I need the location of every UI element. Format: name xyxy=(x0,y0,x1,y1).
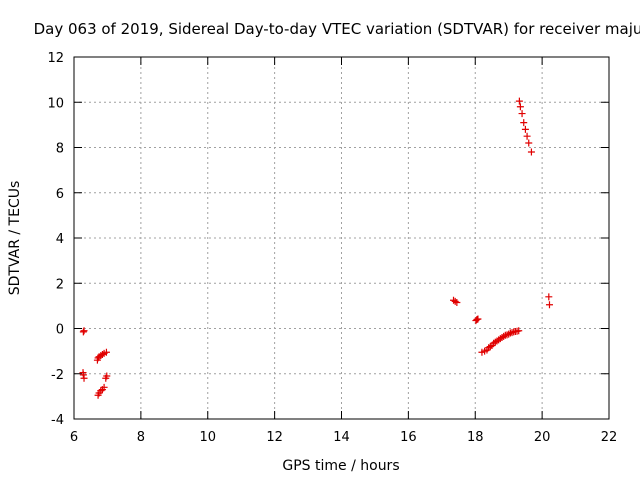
y-tick-label: -4 xyxy=(51,413,64,428)
data-point xyxy=(100,383,108,391)
data-point xyxy=(545,293,553,301)
y-tick-label: -2 xyxy=(51,368,64,383)
data-point xyxy=(520,119,528,127)
data-point xyxy=(103,372,111,380)
y-axis-tick-labels: -4 -2 0 2 4 6 8 10 12 xyxy=(47,51,64,428)
x-tick-label: 6 xyxy=(70,430,78,445)
data-point xyxy=(515,97,523,105)
data-point xyxy=(545,301,553,309)
x-tick-label: 18 xyxy=(467,430,484,445)
y-tick-label: 2 xyxy=(56,277,64,292)
grid-lines xyxy=(74,57,609,419)
data-point xyxy=(79,328,87,336)
data-point xyxy=(98,351,106,359)
y-axis-label: SDTVAR / TECUs xyxy=(7,181,23,296)
y-tick-label: 10 xyxy=(47,96,64,111)
y-tick-label: 8 xyxy=(56,142,64,157)
data-point xyxy=(486,343,494,351)
x-tick-label: 8 xyxy=(137,430,145,445)
y-tick-label: 6 xyxy=(56,187,64,202)
data-point xyxy=(451,297,459,305)
data-point xyxy=(500,332,508,340)
x-axis-tick-labels: 6 8 10 12 14 16 18 20 22 xyxy=(70,430,617,445)
data-point xyxy=(518,110,526,118)
data-point xyxy=(80,374,88,382)
x-tick-label: 22 xyxy=(601,430,618,445)
x-axis-label: GPS time / hours xyxy=(282,458,399,474)
data-point xyxy=(474,315,482,323)
data-point xyxy=(521,125,529,133)
x-tick-label: 10 xyxy=(199,430,216,445)
data-point xyxy=(516,103,524,111)
axis-ticks xyxy=(73,56,610,420)
y-tick-label: 4 xyxy=(56,232,64,247)
data-point xyxy=(505,330,513,338)
y-tick-label: 0 xyxy=(56,323,64,338)
y-tick-label: 12 xyxy=(47,51,64,66)
data-point xyxy=(102,348,110,356)
data-point xyxy=(453,298,461,306)
data-point xyxy=(515,327,523,335)
data-point xyxy=(97,387,105,395)
x-tick-label: 20 xyxy=(534,430,551,445)
data-point xyxy=(508,329,516,337)
data-point xyxy=(527,148,535,156)
data-points xyxy=(79,97,553,399)
chart-title: Day 063 of 2019, Sidereal Day-to-day VTE… xyxy=(34,20,640,38)
x-tick-label: 14 xyxy=(333,430,350,445)
x-tick-label: 16 xyxy=(400,430,417,445)
x-tick-label: 12 xyxy=(266,430,283,445)
data-point xyxy=(523,132,531,140)
data-point xyxy=(79,371,87,379)
data-point xyxy=(80,327,88,335)
data-point xyxy=(525,139,533,147)
